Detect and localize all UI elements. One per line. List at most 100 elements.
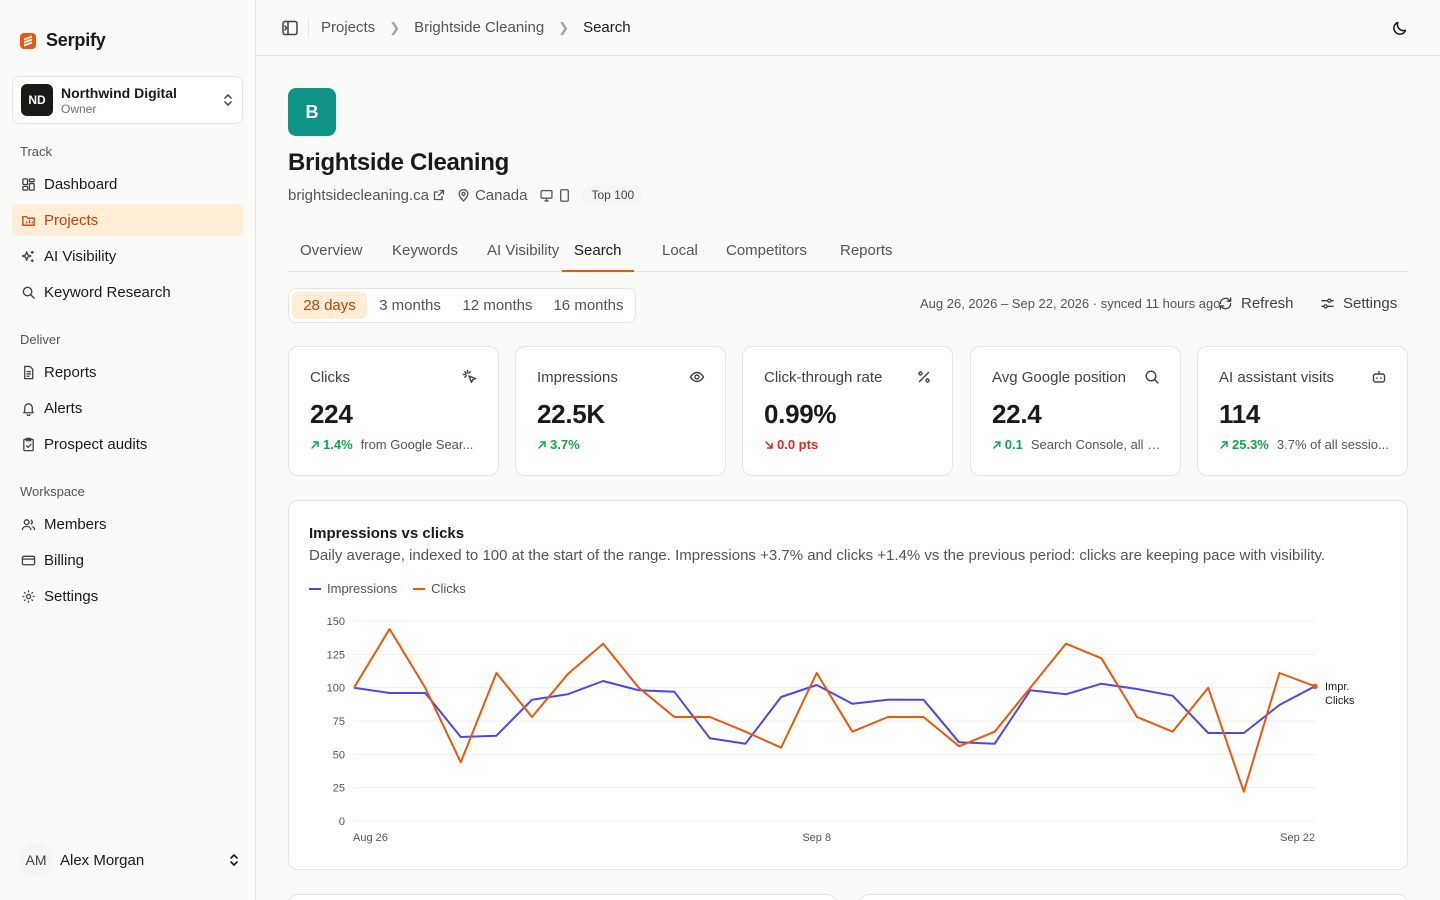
chart-legend: Impressions Clicks bbox=[309, 581, 482, 596]
legend-label: Impressions bbox=[327, 581, 398, 596]
mobile-icon bbox=[560, 188, 570, 202]
kpi-card-avg-position: Avg Google position 22.4 0.1 Search Cons… bbox=[970, 346, 1181, 476]
cursor-click-icon bbox=[462, 369, 477, 384]
search-icon bbox=[1145, 370, 1159, 384]
refresh-button[interactable]: Refresh bbox=[1218, 295, 1294, 312]
brand-logo-icon bbox=[20, 32, 36, 49]
line-chart: 0 25 50 75 100 125 150 Aug 26 Sep 8 Sep 22 Impr. Cl… bbox=[327, 616, 1355, 844]
sidebar-item-prospect-audits[interactable]: Prospect audits bbox=[12, 428, 243, 460]
tab-local[interactable]: Local bbox=[662, 242, 698, 259]
credit-card-icon bbox=[20, 552, 36, 568]
sidebar-item-alerts[interactable]: Alerts bbox=[12, 392, 243, 424]
desktop-icon bbox=[540, 189, 554, 202]
page-title: Brightside Cleaning bbox=[288, 149, 509, 176]
kpi-delta: 0.1 Search Console, all q... bbox=[992, 437, 1162, 452]
project-meta: brightsidecleaning.ca Canada Top 100 bbox=[288, 184, 644, 206]
y-tick-label: 50 bbox=[333, 749, 345, 761]
arrow-up-right-icon bbox=[538, 440, 546, 449]
user-menu[interactable]: AM Alex Morgan bbox=[20, 844, 240, 876]
nav-section-deliver: Deliver bbox=[20, 332, 61, 347]
main-content: B Brightside Cleaning brightsidecleaning… bbox=[256, 56, 1440, 900]
sidebar-item-projects[interactable]: Projects bbox=[12, 204, 243, 236]
kpi-label: Click-through rate bbox=[764, 369, 883, 386]
kpi-card-ctr: Click-through rate 0.99% 0.0 pts bbox=[742, 346, 953, 476]
chevron-right-icon: ❯ bbox=[389, 19, 401, 35]
series-end-point-clicks bbox=[1312, 683, 1318, 689]
kpi-delta-value: 0.0 pts bbox=[777, 437, 819, 452]
legend-swatch bbox=[309, 587, 321, 590]
brand-name: Serpify bbox=[46, 30, 106, 50]
moon-icon[interactable] bbox=[1390, 18, 1410, 38]
kpi-delta-value: 1.4% bbox=[323, 437, 353, 452]
kpi-card-ai-visits: AI assistant visits 114 25.3% 3.7% of al… bbox=[1197, 346, 1408, 476]
kpi-value: 224 bbox=[310, 399, 353, 429]
range-12-months[interactable]: 12 months bbox=[462, 297, 533, 314]
x-tick-label: Sep 8 bbox=[802, 832, 831, 844]
sidebar-item-members[interactable]: Members bbox=[12, 508, 243, 540]
kpi-delta: 3.7% bbox=[537, 437, 707, 452]
chart-subtitle: Daily average, indexed to 100 at the sta… bbox=[309, 547, 1326, 564]
kpi-note: Search Console, all q... bbox=[1030, 437, 1162, 452]
y-tick-label: 150 bbox=[327, 616, 345, 628]
sidebar-item-label: Members bbox=[44, 515, 107, 533]
user-name: Alex Morgan bbox=[60, 851, 145, 869]
range-28-days[interactable]: 28 days bbox=[292, 292, 367, 319]
kpi-value: 114 bbox=[1219, 399, 1261, 429]
clipboard-check-icon bbox=[20, 436, 36, 452]
project-domain-link[interactable]: brightsidecleaning.ca bbox=[288, 187, 445, 204]
eye-icon bbox=[689, 371, 705, 383]
sidebar-item-label: Keyword Research bbox=[44, 283, 171, 301]
kpi-value: 22.4 bbox=[992, 399, 1042, 429]
brand[interactable]: Serpify bbox=[20, 30, 106, 51]
impressions-vs-clicks-card: Impressions vs clicks Daily average, ind… bbox=[288, 500, 1408, 870]
file-text-icon bbox=[20, 364, 36, 380]
range-3-months[interactable]: 3 months bbox=[379, 297, 441, 314]
avatar: AM bbox=[20, 844, 52, 876]
kpi-delta-value: 3.7% bbox=[550, 437, 580, 452]
kpi-card-impressions: Impressions 22.5K 3.7% bbox=[515, 346, 726, 476]
chevron-up-down-icon bbox=[224, 94, 232, 106]
percent-icon bbox=[918, 371, 930, 383]
sidebar-item-settings[interactable]: Settings bbox=[12, 580, 243, 612]
users-icon bbox=[20, 516, 36, 532]
sidebar-item-ai-visibility[interactable]: AI Visibility bbox=[12, 240, 243, 272]
series-end-label: Impr. bbox=[1325, 681, 1349, 693]
kpi-label: Avg Google position bbox=[992, 369, 1126, 386]
date-range-selector: 28 days 3 months 12 months 16 months bbox=[288, 288, 636, 323]
sidebar-toggle-icon[interactable] bbox=[280, 18, 300, 38]
nav-section-workspace: Workspace bbox=[20, 484, 85, 499]
sparkles-icon bbox=[20, 248, 36, 264]
project-tabs: Overview Keywords AI Visibility Search L… bbox=[288, 236, 1408, 272]
projects-icon bbox=[20, 212, 36, 228]
org-name: Northwind Digital bbox=[61, 84, 177, 101]
org-avatar: ND bbox=[21, 84, 53, 116]
breadcrumb-projects[interactable]: Projects bbox=[321, 19, 376, 36]
tab-keywords[interactable]: Keywords bbox=[392, 242, 458, 259]
sidebar-item-dashboard[interactable]: Dashboard bbox=[12, 168, 243, 200]
series-line-clicks bbox=[353, 628, 1316, 793]
range-16-months[interactable]: 16 months bbox=[553, 297, 624, 314]
project-domain: brightsidecleaning.ca bbox=[288, 186, 429, 204]
legend-swatch bbox=[413, 587, 426, 590]
sidebar-item-label: Alerts bbox=[44, 399, 83, 417]
tab-reports[interactable]: Reports bbox=[840, 242, 893, 259]
kpi-delta: 1.4% from Google Sear... bbox=[310, 437, 480, 452]
org-switcher[interactable]: ND Northwind Digital Owner bbox=[12, 76, 243, 124]
sidebar-item-label: AI Visibility bbox=[44, 247, 117, 265]
tab-competitors[interactable]: Competitors bbox=[726, 242, 807, 259]
bot-icon bbox=[1372, 370, 1386, 383]
breadcrumb: Projects ❯ Brightside Cleaning ❯ Search bbox=[321, 19, 631, 36]
sidebar-item-keyword-research[interactable]: Keyword Research bbox=[12, 276, 243, 308]
chevron-up-down-icon bbox=[230, 854, 238, 866]
tab-ai-visibility[interactable]: AI Visibility bbox=[487, 242, 560, 259]
tab-overview[interactable]: Overview bbox=[300, 242, 363, 259]
tab-search[interactable]: Search bbox=[562, 242, 634, 272]
sidebar-item-reports[interactable]: Reports bbox=[12, 356, 243, 388]
breadcrumb-project[interactable]: Brightside Cleaning bbox=[414, 19, 545, 36]
series-end-label: Clicks bbox=[1325, 695, 1355, 707]
gear-icon bbox=[20, 588, 36, 604]
dashboard-icon bbox=[20, 176, 36, 192]
sidebar-item-billing[interactable]: Billing bbox=[12, 544, 243, 576]
settings-button[interactable]: Settings bbox=[1320, 295, 1397, 312]
bottom-card-left bbox=[288, 894, 837, 900]
